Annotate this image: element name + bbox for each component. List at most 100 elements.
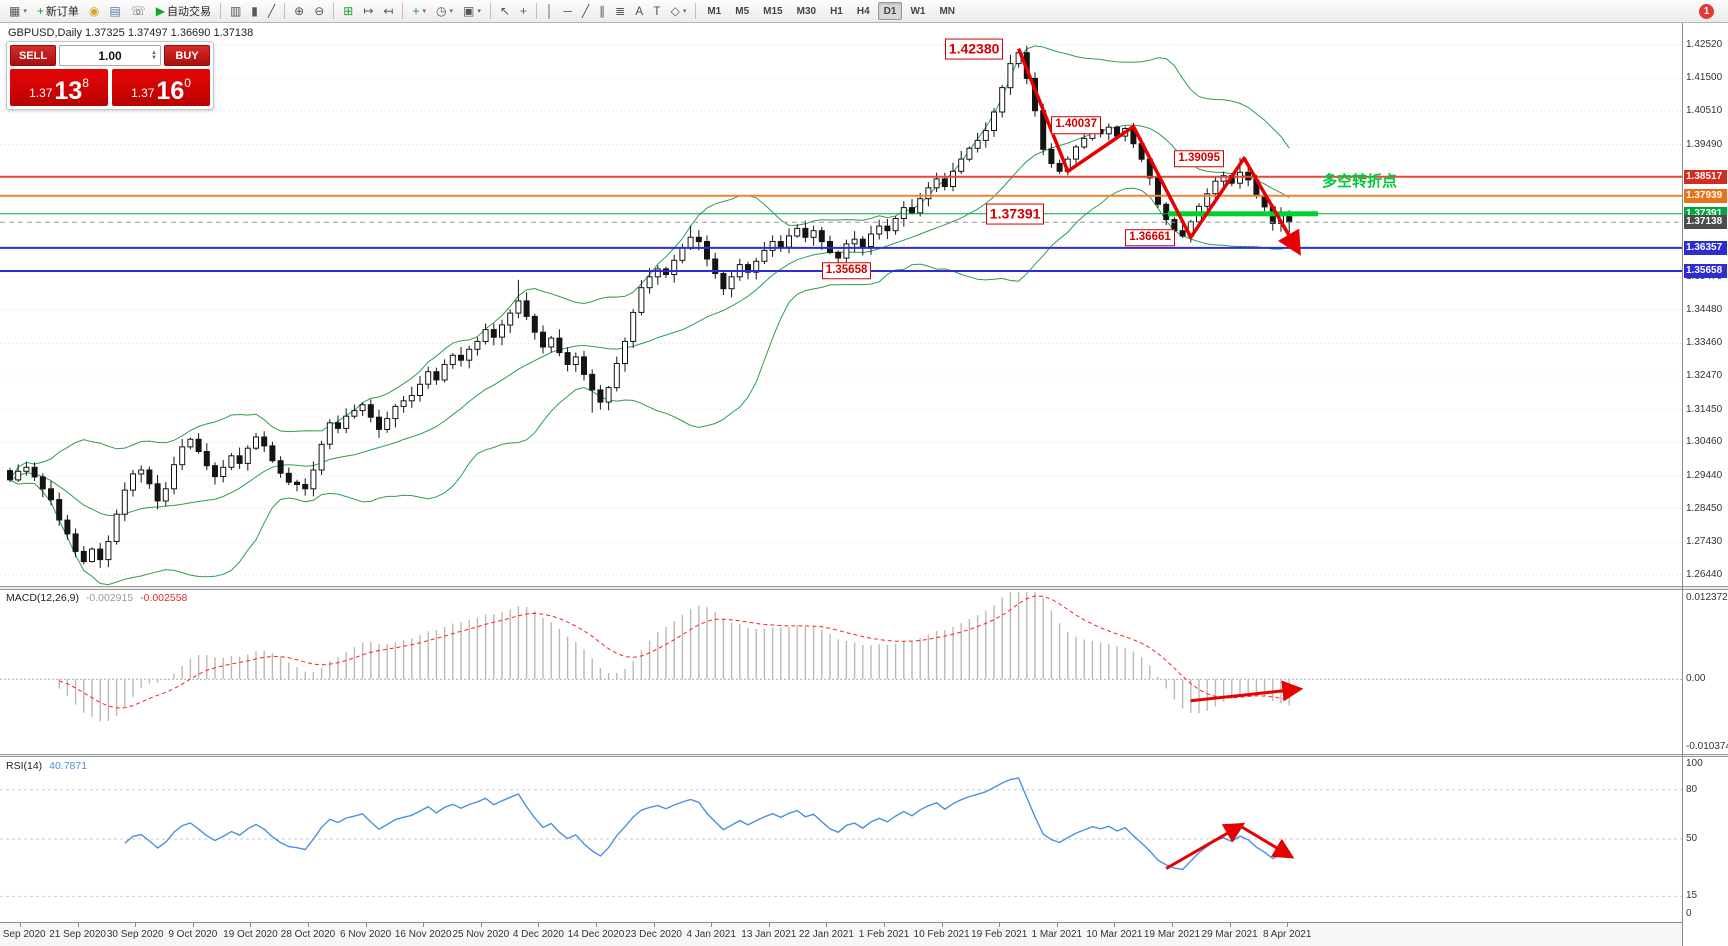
vertical-line-button[interactable]: │	[542, 2, 558, 21]
auto-scroll-button[interactable]: ↦	[359, 2, 377, 21]
toolbar-buttons: ▦ ▾ + 新订单 ◉ ▤ ☏ ▶ 自动交易 ▥ ▮ ╱ ⊕ ⊖ ⊞ ↦ ↤ + ▾ ◷ ▾ ▣ ▾ ↖ + │ ─ ╱ ∥ ≣ A T ◇ ▾	[4, 2, 700, 21]
crosshair-button[interactable]: +	[516, 2, 531, 21]
timeframe-button-d1[interactable]: D1	[877, 2, 903, 20]
buy-button[interactable]: BUY	[164, 45, 210, 66]
periods-button[interactable]: ◷ ▾	[432, 2, 457, 21]
chevron-down-icon: ▾	[23, 8, 27, 15]
toolbar-separator	[695, 3, 697, 19]
zoom-in-button-icon: ⊕	[294, 4, 305, 18]
autotrading-button-icon: ▶	[155, 4, 165, 18]
date-label: 13 Jan 2021	[741, 929, 797, 940]
vertical-line-button-icon: │	[545, 4, 554, 18]
new-chart-button-icon: ▦	[9, 4, 21, 18]
fibonacci-button[interactable]: ≣	[611, 2, 629, 21]
macd-indicator-label: MACD(12,26,9) -0.002915 -0.002558	[6, 592, 187, 604]
sell-price-tile[interactable]: 1.37 13 8	[10, 69, 108, 106]
date-label: 6 Nov 2020	[340, 929, 392, 940]
date-label: 25 Nov 2020	[452, 929, 510, 940]
notification-badge[interactable]: 1	[1699, 3, 1714, 19]
periods-button-icon: ◷	[435, 4, 447, 18]
price-axis-label: 1.42520	[1686, 38, 1723, 50]
text-label-button-icon: T	[653, 4, 661, 18]
date-label: 19 Oct 2020	[223, 929, 278, 940]
date-label: 4 Jan 2021	[686, 929, 736, 940]
new-order-button-icon: +	[36, 4, 44, 18]
text-button[interactable]: A	[631, 2, 647, 21]
arrows-button-icon: ◇	[670, 4, 680, 18]
candlestick-chart-button[interactable]: ▮	[247, 2, 262, 21]
horizontal-line-button[interactable]: ─	[559, 2, 576, 21]
date-label: 10 Feb 2021	[913, 929, 970, 940]
candlestick-chart-button-icon: ▮	[251, 4, 258, 18]
cursor-button[interactable]: ↖	[496, 2, 514, 21]
timeframe-button-h4[interactable]: H4	[851, 2, 876, 20]
headset-support-icon-button-icon: ☏	[130, 4, 146, 18]
date-label: 16 Nov 2020	[394, 929, 452, 940]
zoom-out-button[interactable]: ⊖	[310, 2, 328, 21]
date-label: 4 Dec 2020	[512, 929, 564, 940]
price-axis[interactable]: 1.425201.415001.405101.394901.354701.344…	[1683, 0, 1728, 946]
sell-price-pips: 13	[54, 77, 83, 105]
autotrading-button-label: 自动交易	[166, 6, 211, 18]
gold-coins-icon-button-icon: ◉	[88, 4, 100, 18]
toolbar-separator	[333, 3, 335, 19]
timeframe-button-m15[interactable]: M15	[757, 2, 788, 20]
autotrading-button[interactable]: ▶ 自动交易	[152, 2, 215, 21]
rsi-axis-label: 15	[1686, 890, 1698, 902]
chevron-down-icon: ▾	[422, 8, 426, 15]
price-axis-chip: 1.35658	[1684, 263, 1727, 278]
volume-input[interactable]: 1.00 ▲ ▼	[59, 45, 161, 66]
templates-button[interactable]: ▣ ▾	[459, 2, 485, 21]
rsi-axis-label: 0	[1686, 908, 1692, 919]
new-order-button[interactable]: + 新订单	[33, 2, 83, 21]
sell-price-fraction: 8	[82, 76, 89, 90]
buy-price-tile[interactable]: 1.37 16 0	[112, 69, 210, 106]
chart-canvas[interactable]	[0, 0, 1682, 946]
zoom-in-button[interactable]: ⊕	[290, 2, 308, 21]
date-label: 29 Mar 2021	[1201, 929, 1258, 940]
arrows-button[interactable]: ◇ ▾	[667, 2, 691, 21]
trendline-button[interactable]: ╱	[578, 2, 593, 21]
bar-chart-button[interactable]: ▥	[226, 2, 245, 21]
macd-signal-value: -0.002558	[140, 592, 188, 604]
date-label: 23 Dec 2020	[625, 929, 682, 940]
macd-axis-label: 0.012372	[1686, 592, 1728, 603]
line-chart-button[interactable]: ╱	[264, 2, 279, 21]
price-axis-label: 1.40510	[1686, 105, 1723, 117]
price-axis-chip: 1.37939	[1684, 188, 1727, 203]
date-label: 22 Jan 2021	[798, 929, 854, 940]
sell-button[interactable]: SELL	[10, 45, 56, 66]
chart-shift-button[interactable]: ↤	[379, 2, 397, 21]
indicators-button[interactable]: + ▾	[408, 2, 430, 21]
timeframe-button-m30[interactable]: M30	[791, 2, 822, 20]
date-label: 30 Sep 2020	[106, 929, 164, 940]
chart-report-icon-button[interactable]: ▤	[105, 2, 124, 21]
rsi-indicator-label: RSI(14) 40.7871	[6, 760, 87, 772]
pane-splitter-rsi[interactable]	[0, 754, 1728, 757]
indicators-button-icon: +	[412, 4, 420, 18]
one-click-trade-panel: SELL 1.00 ▲ ▼ BUY 1.37 13 8 1.37 16 0	[6, 41, 214, 110]
timeframe-button-w1[interactable]: W1	[904, 2, 931, 20]
bull-bear-turning-point-annotation: 多空转折点	[1322, 173, 1398, 190]
volume-stepper-icon[interactable]: ▲ ▼	[151, 49, 157, 61]
pane-splitter-macd[interactable]	[0, 586, 1728, 590]
chevron-down-icon: ▾	[449, 8, 453, 15]
rsi-value: 40.7871	[49, 760, 88, 772]
rsi-name: RSI(14)	[6, 760, 43, 772]
chart-report-icon-button-icon: ▤	[109, 4, 121, 18]
macd-axis-label: -0.010374	[1686, 741, 1728, 752]
timeframe-button-m5[interactable]: M5	[729, 2, 755, 20]
gold-coins-icon-button[interactable]: ◉	[85, 2, 103, 21]
macd-axis-label: 0.00	[1686, 673, 1706, 685]
timeframe-button-mn[interactable]: MN	[933, 2, 961, 20]
tile-windows-button[interactable]: ⊞	[339, 2, 357, 21]
equidistant-channel-button[interactable]: ∥	[595, 2, 609, 21]
text-label-button[interactable]: T	[649, 2, 664, 21]
toolbar-separator	[219, 3, 221, 19]
new-chart-button[interactable]: ▦ ▾	[5, 2, 31, 21]
timeframe-button-h1[interactable]: H1	[824, 2, 849, 20]
timeframe-button-m1[interactable]: M1	[701, 2, 727, 20]
headset-support-icon-button[interactable]: ☏	[127, 2, 150, 21]
